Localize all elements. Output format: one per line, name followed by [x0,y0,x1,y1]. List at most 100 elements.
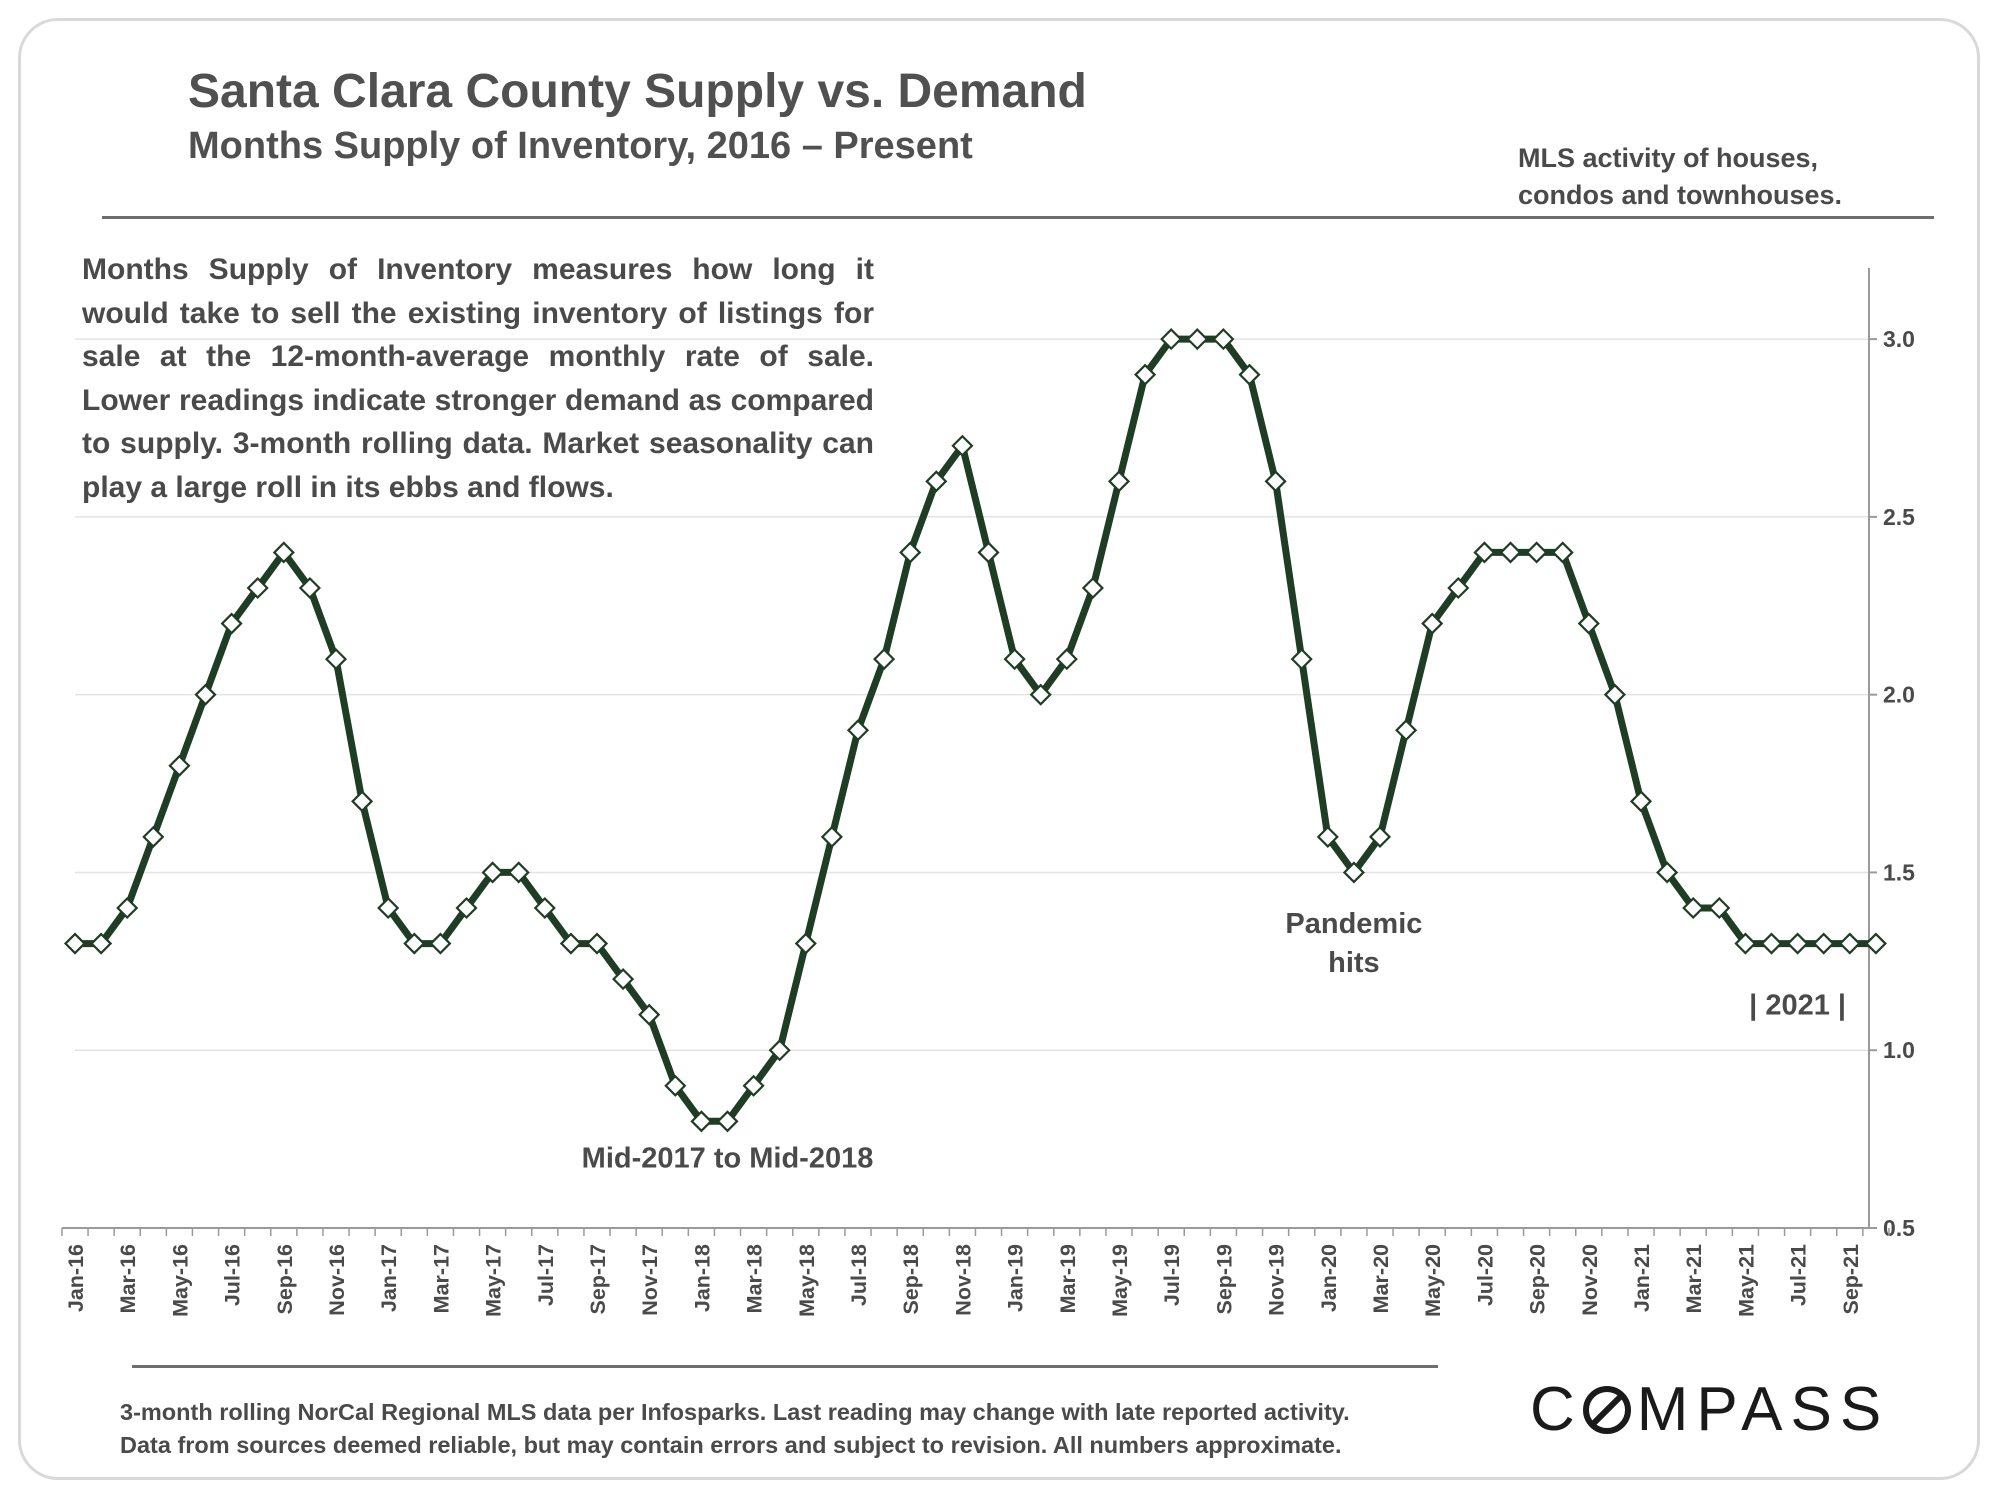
data-point [1212,328,1235,351]
data-point [90,932,113,955]
y-tick-label: 1.0 [1883,1037,1915,1063]
compass-logo: C MPASS [1530,1374,1889,1445]
data-point [1055,648,1078,671]
footer-disclaimer: 3-month rolling NorCal Regional MLS data… [120,1396,1450,1462]
data-point [220,612,243,635]
data-point [690,1110,713,1133]
data-point [820,825,843,848]
footer-divider [132,1365,1438,1368]
x-tick-label: Jan-20 [1317,1244,1341,1312]
data-scope-note: MLS activity of houses, condos and townh… [1518,143,1843,210]
x-tick-label: Nov-19 [1265,1244,1289,1316]
data-point [272,541,295,564]
data-point [1029,683,1052,706]
chart-title: Santa Clara County Supply vs. Demand [188,65,1087,118]
data-point [168,754,191,777]
x-tick-label: May-17 [482,1244,506,1317]
data-point [1368,825,1392,848]
data-point [1160,328,1183,351]
data-point [1134,363,1157,386]
x-tick-label: Sep-21 [1839,1244,1863,1315]
x-tick-label: Jul-17 [534,1244,558,1306]
data-point [742,1074,765,1097]
data-point [559,932,582,955]
x-tick-label: Mar-18 [743,1244,767,1313]
data-point [1760,932,1783,955]
annotation-label: hits [1328,947,1380,979]
data-point [298,576,321,600]
data-point [585,932,609,955]
data-point [1603,683,1626,706]
data-point [794,932,817,955]
data-point [429,932,452,955]
data-point [977,541,1000,564]
axes [62,268,1870,1229]
data-point [1107,470,1131,493]
data-point [63,932,87,955]
x-tick-label: Sep-18 [899,1244,923,1315]
data-point [1473,541,1496,564]
x-tick-label: Mar-16 [116,1244,140,1313]
data-point [1186,328,1209,351]
data-point [194,683,217,706]
footer-line-2: Data from sources deemed reliable, but m… [120,1432,1342,1458]
data-point [1812,932,1835,955]
y-tick-label: 1.5 [1883,859,1915,885]
logo-letter-c: C [1530,1375,1583,1444]
grid-lines [75,338,1869,1051]
x-tick-label: Mar-17 [429,1244,453,1313]
data-point [1316,825,1339,848]
data-point [716,1110,739,1133]
chart-subtitle: Months Supply of Inventory, 2016 – Prese… [188,125,973,167]
data-point [638,1003,661,1026]
data-point [246,576,269,600]
logo-o-icon [1582,1386,1631,1434]
x-tick-label: Jul-16 [221,1244,245,1306]
chart-description: Months Supply of Inventory measures how … [82,253,874,504]
x-tick-label: Mar-20 [1369,1244,1393,1313]
data-point [1264,470,1287,493]
y-tick-label: 0.5 [1883,1215,1915,1241]
data-point [377,896,400,920]
annotation-label: | 2021 | [1749,990,1846,1022]
data-point [1864,932,1887,955]
x-tick-label: Nov-17 [638,1244,662,1316]
annotation-label: Pandemic [1285,908,1422,940]
x-tick-label: Jan-17 [377,1244,401,1312]
data-point [925,470,948,493]
y-tick-label: 3.0 [1883,326,1915,352]
x-tick-label: Jan-19 [1004,1244,1028,1312]
data-point [1447,576,1470,600]
x-axis-ticks: Jan-16 Mar-16 May-16 Jul-16 Sep-16 Nov-16 Jan-… [61,1228,1890,1317]
y-axis-ticks: 0.5 1.0 1.5 2.0 2.5 3.0 [1869,326,1915,1241]
data-point [1003,648,1026,671]
annotation-label: Mid-2017 to Mid-2018 [582,1143,874,1175]
data-point [1551,541,1574,564]
data-point [1577,612,1600,635]
data-point [1342,861,1365,884]
x-tick-label: May-21 [1734,1244,1758,1317]
data-point [507,861,530,884]
data-point [1629,790,1653,813]
header-divider [102,216,1934,219]
x-tick-label: Jul-18 [847,1244,871,1306]
data-point [1838,932,1861,955]
data-point [1682,896,1705,920]
x-tick-label: Sep-17 [586,1244,610,1315]
data-point [1786,932,1809,955]
chart-annotations: Mid-2017 to Mid-2018 Pandemic hits | 2021 | [582,908,1846,1175]
series-line [75,335,1876,1125]
x-tick-label: May-19 [1108,1244,1132,1317]
data-point [1395,719,1418,742]
x-tick-label: Jul-20 [1473,1244,1497,1306]
data-point [664,1074,687,1097]
x-tick-label: Nov-16 [325,1244,349,1316]
x-tick-label: May-18 [795,1244,819,1317]
x-tick-label: Sep-19 [1212,1244,1236,1315]
data-point [1656,861,1679,884]
data-point [873,648,896,671]
x-tick-label: Nov-20 [1578,1244,1602,1316]
data-point [481,861,504,884]
x-tick-label: May-20 [1421,1244,1445,1317]
